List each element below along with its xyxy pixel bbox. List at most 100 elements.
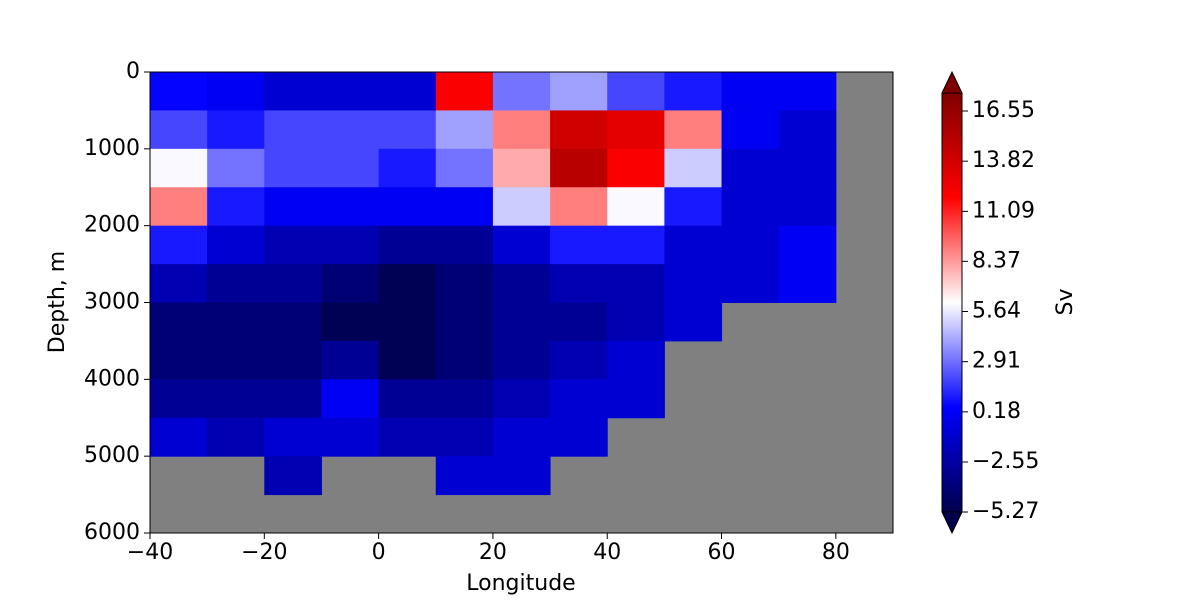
field-cell [550,110,608,150]
field-cell [492,148,551,188]
y-tick-label: 4000 [84,366,140,391]
field-cell [321,225,380,265]
field-cell [321,302,380,342]
x-axis-label: Longitude [466,571,575,596]
colorbar-tick-label: 16.55 [972,98,1035,123]
field-cell [378,340,437,380]
field-cell [492,417,551,457]
field-cell [264,302,322,342]
y-tick-label: 3000 [84,290,140,315]
field-cell [150,148,208,188]
field-cell [378,110,437,150]
field-cell [492,379,551,419]
field-cell [607,72,665,111]
field-cell [607,110,665,150]
field-cell [492,340,551,380]
field-cell [207,264,265,303]
field-cell [321,340,380,380]
field-cell [435,417,494,457]
field-cell [492,264,551,303]
field-cell [607,264,665,303]
field-cell [378,417,437,457]
field-cell [550,72,608,111]
field-cell [321,379,380,419]
field-cell [778,148,837,188]
field-cell [721,110,780,150]
field-cell [435,379,494,419]
field-cell [607,340,665,380]
field-cell [207,187,265,227]
field-cell [664,225,723,265]
field-cell [664,264,723,303]
field-cell [492,187,551,227]
field-cell [607,302,665,342]
field-cell [721,187,780,227]
field-cell [778,110,837,150]
colorbar-tick-label: −2.55 [972,449,1039,474]
field-cell [150,340,208,380]
y-axis-label: Depth, m [45,251,70,353]
field-cell [321,110,380,150]
colorbar-tick-label: 2.91 [972,349,1021,374]
field-cell [378,302,437,342]
field-cell [321,148,380,188]
field-cell [435,148,494,188]
field-cell [664,302,723,342]
field-cell [207,225,265,265]
field-cell [264,379,322,419]
field-cell [321,187,380,227]
field-cell [264,264,322,303]
colorbar [942,93,962,512]
field-cell [550,379,608,419]
colorbar-tick-label: −5.27 [972,499,1039,524]
field-cell [607,148,665,188]
field-cell [607,225,665,265]
field-cell [721,72,780,111]
field-cell [721,225,780,265]
field-cell [492,225,551,265]
field-cell [778,225,837,265]
field-cell [607,187,665,227]
colorbar-tick-label: 5.64 [972,299,1021,324]
field-cell [492,302,551,342]
field-cell [150,187,208,227]
colorbar-frame [941,92,963,513]
field-cell [778,187,837,227]
field-cell [150,264,208,303]
field-cell [264,340,322,380]
field-cell [378,225,437,265]
field-cell [264,148,322,188]
colorbar-extend-max [941,70,963,94]
field-cell [721,148,780,188]
field-cell [378,148,437,188]
field-cell [550,264,608,303]
colorbar-tick-label: 13.82 [972,148,1035,173]
x-tick-label: 20 [479,540,507,565]
field-cell [207,148,265,188]
field-cell [778,264,837,303]
field-cell [435,302,494,342]
field-cell [150,225,208,265]
field-cell [207,72,265,111]
field-cell [207,379,265,419]
field-cell [321,264,380,303]
colorbar-tick-label: 0.18 [972,399,1021,424]
field-cell [378,72,437,111]
field-cell [264,187,322,227]
y-tick-label: 0 [126,59,140,84]
field-cell [550,187,608,227]
field-cell [321,72,380,111]
field-cell [435,340,494,380]
x-tick-label: 40 [593,540,621,565]
field-cell [264,225,322,265]
field-cell [435,187,494,227]
field-cell [550,302,608,342]
x-tick-label: 0 [372,540,386,565]
colorbar-extend-min [941,511,963,535]
field-cell [550,225,608,265]
field-cell [207,110,265,150]
field-cell [492,456,551,496]
field-cell [150,417,208,457]
field-cell [778,72,837,111]
